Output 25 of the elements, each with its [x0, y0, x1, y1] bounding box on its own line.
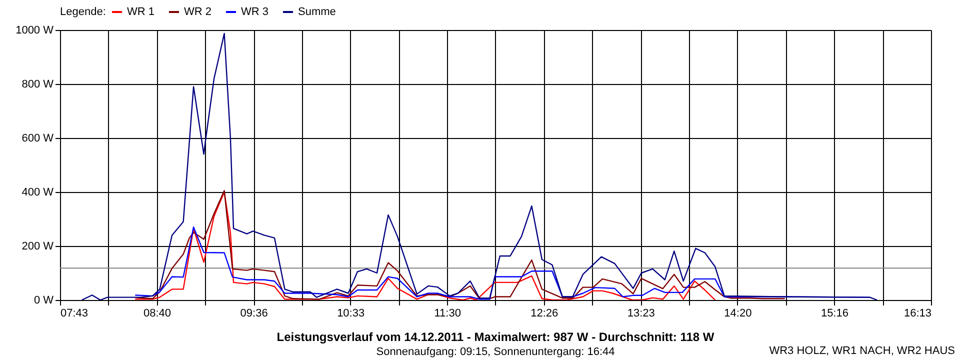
text: WR3 HOLZ, WR1 NACH, WR2 HAUS	[769, 345, 955, 357]
x-tick-label: 13:23	[627, 308, 655, 320]
y-tick-label: 200 W	[22, 240, 54, 252]
legend-label: WR 2	[184, 6, 212, 18]
text: Leistungsverlauf vom 14.12.2011 - Maximalwert: 987 W - Durchschnitt: 118 W	[276, 330, 715, 344]
legend-title: Legende:	[60, 6, 106, 18]
y-tick-label: 0 W	[34, 294, 54, 306]
y-tick-label: 800 W	[22, 78, 54, 90]
y-tick-label: 400 W	[22, 186, 54, 198]
x-tick-label: 12:26	[530, 308, 558, 320]
y-tick-label: 600 W	[22, 132, 54, 144]
legend-label: WR 1	[127, 6, 154, 18]
x-tick-label: 09:36	[240, 308, 268, 320]
x-tick-label: 10:33	[337, 308, 365, 320]
legend-label: WR 3	[241, 6, 268, 18]
x-tick-label: 15:16	[820, 308, 848, 320]
x-tick-label: 07:43	[60, 308, 88, 320]
y-tick-label: 1000 W	[16, 24, 54, 36]
line-series	[81, 32, 878, 300]
x-tick-label: 11:30	[434, 308, 461, 320]
text: Sonnenaufgang: 09:15, Sonnenuntergang: 16:44	[376, 346, 615, 358]
legend-label: Summe	[298, 6, 336, 18]
x-tick-label: 14:20	[724, 308, 752, 320]
x-tick-label: 16:13	[904, 308, 932, 320]
x-tick-label: 08:40	[144, 308, 172, 320]
